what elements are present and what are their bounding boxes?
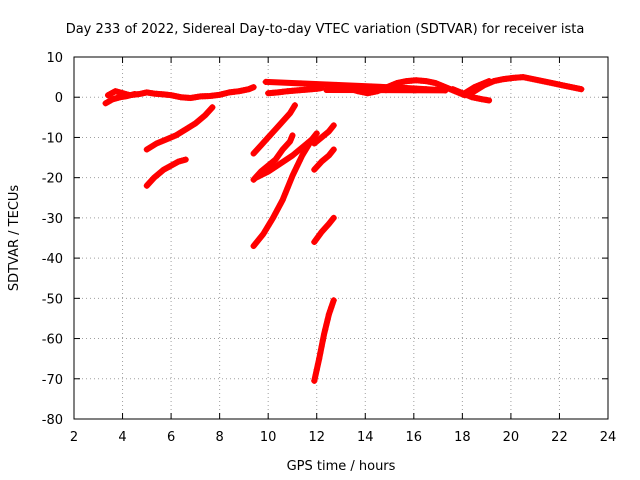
- x-tick-label: 22: [551, 430, 568, 445]
- x-tick-label: 16: [406, 430, 423, 445]
- y-tick-label: -30: [42, 212, 63, 227]
- y-tick-label: -10: [42, 131, 63, 146]
- x-tick-label: 6: [167, 430, 175, 445]
- series-arc-b: [102, 91, 138, 107]
- x-tick-label: 24: [600, 430, 617, 445]
- series-arc-c: [265, 84, 325, 97]
- series-arc-o: [311, 214, 337, 246]
- series-arc-g: [143, 104, 216, 153]
- series-arc-h: [143, 156, 189, 189]
- y-tick-label: -70: [42, 373, 63, 388]
- y-tick-label: -40: [42, 252, 63, 267]
- series-arc-m: [311, 146, 337, 173]
- y-tick-label: 10: [46, 51, 63, 66]
- y-tick-label: -20: [42, 172, 63, 187]
- x-tick-label: 18: [454, 430, 471, 445]
- axes: 2 4 6 8 10 12 14 16 18 20 22 24100-10-20-30-40-50-6…: [42, 51, 617, 445]
- grid: [74, 57, 608, 419]
- y-tick-label: -50: [42, 292, 63, 307]
- x-tick-label: 14: [357, 430, 374, 445]
- chart-title: Day 233 of 2022, Sidereal Day-to-day VTE…: [66, 22, 585, 37]
- series-arc-l: [250, 130, 320, 250]
- x-tick-label: 20: [503, 430, 520, 445]
- x-tick-label: 10: [260, 430, 277, 445]
- series-arc-i: [250, 102, 298, 157]
- data-points: [102, 74, 585, 384]
- x-axis-label: GPS time / hours: [287, 459, 396, 474]
- y-axis-label: SDTVAR / TECUs: [7, 185, 22, 292]
- x-tick-label: 4: [118, 430, 126, 445]
- series-arc-f: [449, 86, 493, 104]
- series-arc-n: [311, 122, 337, 147]
- y-tick-label: -60: [42, 333, 63, 348]
- y-tick-label: 0: [55, 91, 63, 106]
- series-arc-p: [311, 297, 337, 384]
- x-tick-label: 2: [70, 430, 78, 445]
- x-tick-label: 8: [215, 430, 223, 445]
- x-tick-label: 12: [308, 430, 325, 445]
- plot-frame: [73, 56, 609, 420]
- y-tick-label: -80: [42, 413, 63, 428]
- series-stray: [262, 78, 449, 94]
- series-arc-a: [104, 84, 257, 102]
